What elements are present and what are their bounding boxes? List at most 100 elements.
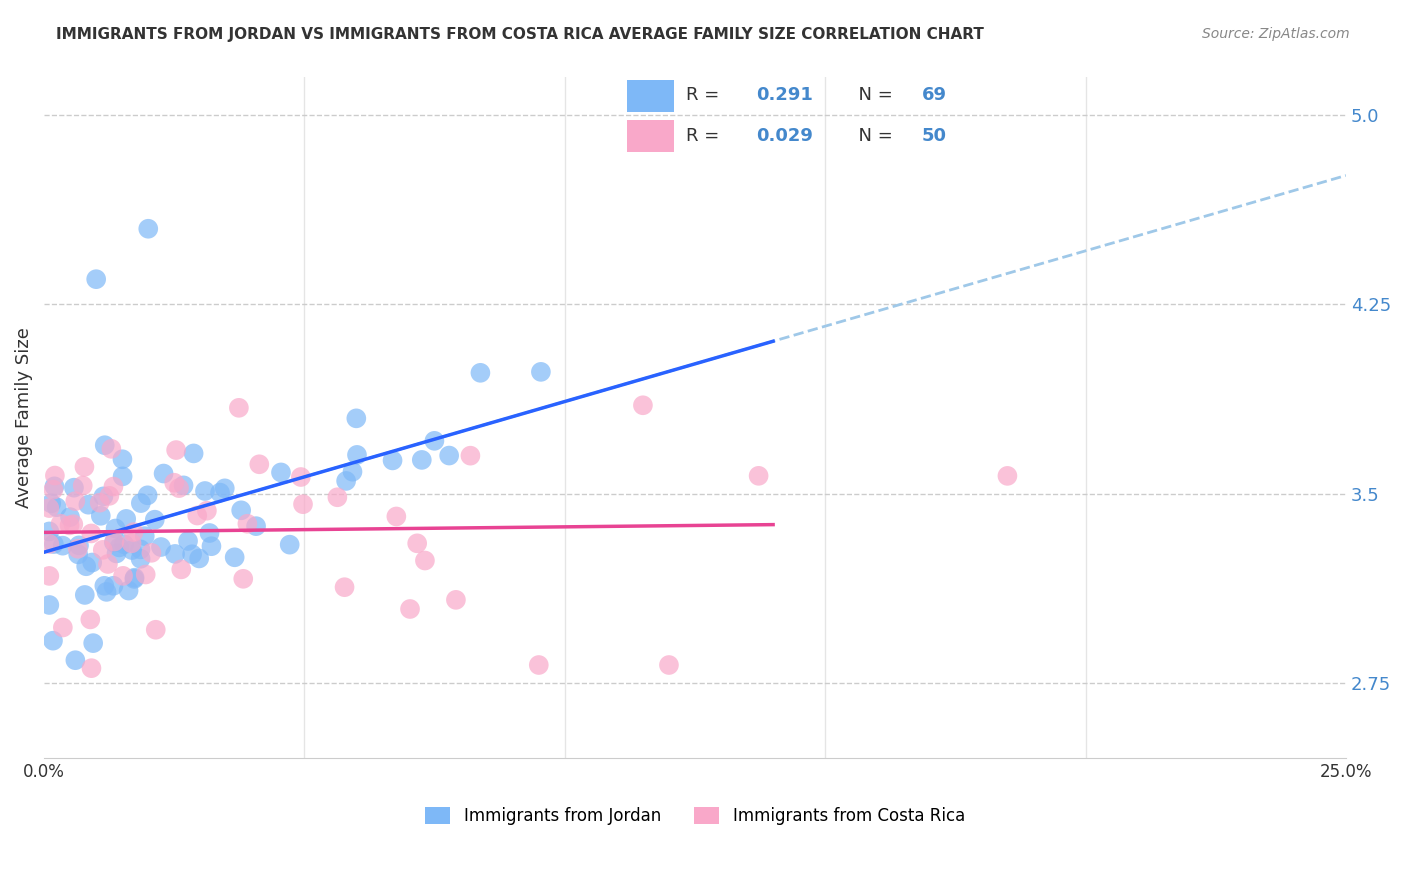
Immigrants from Jordan [103,535,125,549]
Immigrants from Costa Rica [52,620,75,634]
Immigrants from Costa Rica [460,449,482,463]
Immigrants from Jordan [208,485,231,500]
Bar [627,120,673,152]
Immigrants from Jordan [38,524,60,539]
Immigrants from Jordan [104,521,127,535]
Immigrants from Costa Rica [413,553,436,567]
Immigrants from Jordan [200,539,222,553]
Immigrants from Jordan [224,550,246,565]
Immigrants from Jordan [134,529,156,543]
Text: N =: N = [846,87,898,104]
Immigrants from Jordan [75,559,97,574]
Immigrants from Jordan [84,272,107,286]
Immigrants from Jordan [278,538,301,552]
Immigrants from Jordan [52,539,75,553]
Immigrants from Costa Rica [658,658,681,673]
Immigrants from Jordan [136,488,159,502]
Immigrants from Jordan [150,540,173,554]
Immigrants from Jordan [111,469,134,483]
Immigrants from Jordan [121,543,143,558]
Immigrants from Jordan [411,453,433,467]
Immigrants from Costa Rica [385,509,408,524]
Immigrants from Jordan [67,538,90,552]
Immigrants from Costa Rica [399,602,422,616]
Immigrants from Jordan [143,513,166,527]
Text: N =: N = [846,127,898,145]
Immigrants from Jordan [117,583,139,598]
Immigrants from Costa Rica [89,496,111,510]
Immigrants from Costa Rica [97,557,120,571]
Immigrants from Jordan [231,503,253,517]
Immigrants from Jordan [381,453,404,467]
Immigrants from Costa Rica [232,572,254,586]
Immigrants from Jordan [152,467,174,481]
Immigrants from Jordan [129,496,152,510]
Immigrants from Jordan [93,489,115,503]
Immigrants from Costa Rica [228,401,250,415]
Immigrants from Jordan [173,478,195,492]
Immigrants from Costa Rica [165,443,187,458]
Immigrants from Costa Rica [236,516,259,531]
Immigrants from Costa Rica [98,489,121,503]
Immigrants from Costa Rica [186,508,208,523]
Immigrants from Costa Rica [65,494,87,508]
Immigrants from Costa Rica [170,562,193,576]
Immigrants from Costa Rica [62,517,84,532]
Immigrants from Costa Rica [290,470,312,484]
Immigrants from Jordan [111,452,134,467]
Immigrants from Costa Rica [38,501,60,516]
Immigrants from Costa Rica [121,536,143,550]
Immigrants from Costa Rica [997,468,1019,483]
Immigrants from Costa Rica [145,623,167,637]
Immigrants from Jordan [198,526,221,541]
Immigrants from Jordan [82,556,104,570]
Immigrants from Costa Rica [72,478,94,492]
Immigrants from Costa Rica [444,592,467,607]
Immigrants from Jordan [39,496,62,510]
Immigrants from Costa Rica [38,569,60,583]
Immigrants from Jordan [335,474,357,488]
Immigrants from Jordan [115,512,138,526]
Legend: Immigrants from Jordan, Immigrants from Costa Rica: Immigrants from Jordan, Immigrants from … [419,800,972,831]
Immigrants from Jordan [105,546,128,560]
Immigrants from Jordan [82,636,104,650]
Text: 0.291: 0.291 [756,87,813,104]
Immigrants from Jordan [38,598,60,612]
Immigrants from Costa Rica [406,536,429,550]
Text: Source: ZipAtlas.com: Source: ZipAtlas.com [1202,27,1350,41]
Immigrants from Jordan [344,411,367,425]
Immigrants from Costa Rica [292,497,315,511]
Immigrants from Jordan [103,579,125,593]
Immigrants from Jordan [342,465,364,479]
Text: 69: 69 [922,87,946,104]
Immigrants from Costa Rica [122,525,145,540]
Immigrants from Jordan [124,571,146,585]
Immigrants from Costa Rica [100,442,122,456]
Immigrants from Jordan [177,533,200,548]
Text: IMMIGRANTS FROM JORDAN VS IMMIGRANTS FROM COSTA RICA AVERAGE FAMILY SIZE CORRELA: IMMIGRANTS FROM JORDAN VS IMMIGRANTS FRO… [56,27,984,42]
Immigrants from Costa Rica [748,468,770,483]
Immigrants from Jordan [214,481,236,495]
Immigrants from Jordan [73,588,96,602]
Immigrants from Jordan [112,537,135,551]
Immigrants from Jordan [165,547,187,561]
Immigrants from Jordan [423,434,446,448]
Immigrants from Costa Rica [80,661,103,675]
Immigrants from Jordan [44,479,66,493]
Immigrants from Jordan [129,542,152,557]
Immigrants from Costa Rica [38,537,60,551]
Immigrants from Costa Rica [631,398,654,412]
Immigrants from Costa Rica [42,483,65,497]
Immigrants from Costa Rica [247,457,270,471]
Immigrants from Costa Rica [527,658,550,673]
Immigrants from Costa Rica [167,481,190,495]
Immigrants from Jordan [65,653,87,667]
Immigrants from Costa Rica [73,459,96,474]
Immigrants from Jordan [530,365,553,379]
Immigrants from Costa Rica [79,612,101,626]
Immigrants from Jordan [93,579,115,593]
Immigrants from Costa Rica [333,580,356,594]
Text: 50: 50 [922,127,946,145]
Immigrants from Jordan [270,466,292,480]
Immigrants from Jordan [59,510,82,524]
